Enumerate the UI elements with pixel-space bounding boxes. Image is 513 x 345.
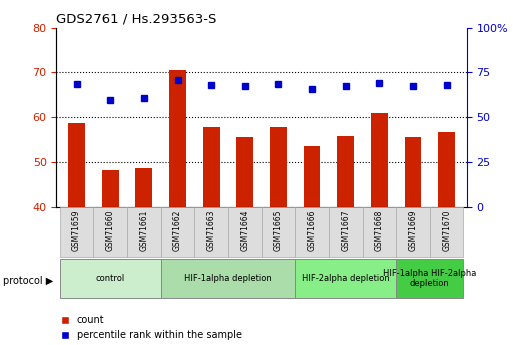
Bar [127, 207, 161, 257]
Legend: count, percentile rank within the sample: count, percentile rank within the sample [61, 315, 242, 340]
Bar [396, 259, 463, 298]
Bar [68, 123, 85, 207]
Bar [329, 207, 363, 257]
Bar [60, 259, 161, 298]
Text: GSM71660: GSM71660 [106, 209, 115, 251]
Text: GSM71667: GSM71667 [341, 209, 350, 251]
Bar [396, 207, 430, 257]
Text: GSM71659: GSM71659 [72, 209, 81, 251]
Bar [371, 113, 388, 207]
Bar [262, 207, 295, 257]
Text: protocol ▶: protocol ▶ [3, 276, 53, 286]
Text: GSM71662: GSM71662 [173, 209, 182, 251]
Bar [93, 207, 127, 257]
Bar [405, 137, 421, 207]
Text: GDS2761 / Hs.293563-S: GDS2761 / Hs.293563-S [56, 12, 217, 25]
Text: GSM71670: GSM71670 [442, 209, 451, 251]
Bar [270, 127, 287, 207]
Text: GSM71669: GSM71669 [408, 209, 418, 251]
Bar [194, 207, 228, 257]
Bar [295, 259, 396, 298]
Bar [161, 259, 295, 298]
Bar [203, 127, 220, 207]
Bar [438, 132, 455, 207]
Text: GSM71664: GSM71664 [240, 209, 249, 251]
Text: GSM71668: GSM71668 [375, 209, 384, 251]
Bar [236, 137, 253, 207]
Text: GSM71663: GSM71663 [207, 209, 215, 251]
Text: GSM71666: GSM71666 [308, 209, 317, 251]
Text: GSM71661: GSM71661 [140, 209, 148, 251]
Bar [228, 207, 262, 257]
Bar [60, 207, 93, 257]
Text: HIF-1alpha depletion: HIF-1alpha depletion [184, 274, 272, 283]
Bar [169, 70, 186, 207]
Bar [295, 207, 329, 257]
Text: HIF-1alpha HIF-2alpha
depletion: HIF-1alpha HIF-2alpha depletion [383, 269, 477, 288]
Bar [102, 170, 119, 207]
Bar [304, 146, 321, 207]
Bar [363, 207, 396, 257]
Bar [430, 207, 463, 257]
Bar [161, 207, 194, 257]
Bar [135, 168, 152, 207]
Text: control: control [95, 274, 125, 283]
Text: GSM71665: GSM71665 [274, 209, 283, 251]
Text: HIF-2alpha depletion: HIF-2alpha depletion [302, 274, 389, 283]
Bar [338, 136, 354, 207]
